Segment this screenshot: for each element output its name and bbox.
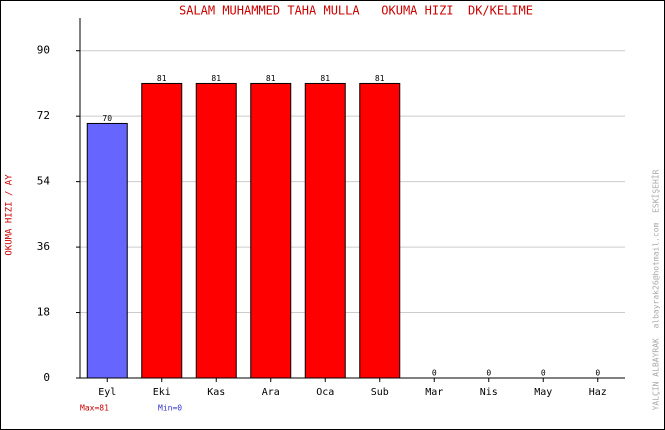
bar (359, 82, 401, 379)
bar (195, 82, 237, 379)
x-tick-label: Ara (262, 387, 280, 398)
chart-title: SALAM MUHAMMED TAHA MULLA OKUMA HIZI DK/… (179, 4, 533, 18)
value-label: 0 (486, 369, 491, 378)
x-tick-label: May (534, 387, 552, 398)
value-label: 70 (102, 114, 112, 123)
x-tick-label: Sub (371, 387, 389, 398)
max-label: Max=81 (80, 404, 109, 413)
bar (250, 82, 292, 379)
bar (86, 122, 128, 379)
y-tick-label: 90 (37, 44, 50, 57)
x-tick-label: Nis (480, 387, 498, 398)
y-tick-label: 72 (37, 109, 50, 122)
value-label: 0 (595, 369, 600, 378)
value-label: 81 (157, 74, 167, 83)
x-tick-label: Eyl (98, 387, 116, 398)
value-label: 0 (541, 369, 546, 378)
y-tick-label: 0 (43, 371, 50, 384)
x-tick-label: Eki (153, 387, 171, 398)
x-tick-label: Haz (589, 387, 607, 398)
y-axis-label: OKUMA HIZI / AY (5, 174, 15, 256)
y-tick-label: 54 (37, 175, 51, 188)
bar (304, 82, 346, 379)
value-label: 81 (211, 74, 221, 83)
y-tick-label: 36 (37, 240, 50, 253)
y-tick-label: 18 (37, 306, 50, 319)
min-label: Min=0 (158, 404, 182, 413)
value-label: 81 (320, 74, 330, 83)
x-tick-label: Kas (207, 387, 225, 398)
bar (141, 82, 183, 379)
value-label: 0 (432, 369, 437, 378)
x-tick-label: Oca (316, 387, 334, 398)
value-label: 81 (266, 74, 276, 83)
x-tick-label: Mar (425, 387, 443, 398)
side-note: YALÇIN ALBAYRAK albayrak26@hotmail.com E… (651, 169, 661, 410)
value-label: 81 (375, 74, 385, 83)
